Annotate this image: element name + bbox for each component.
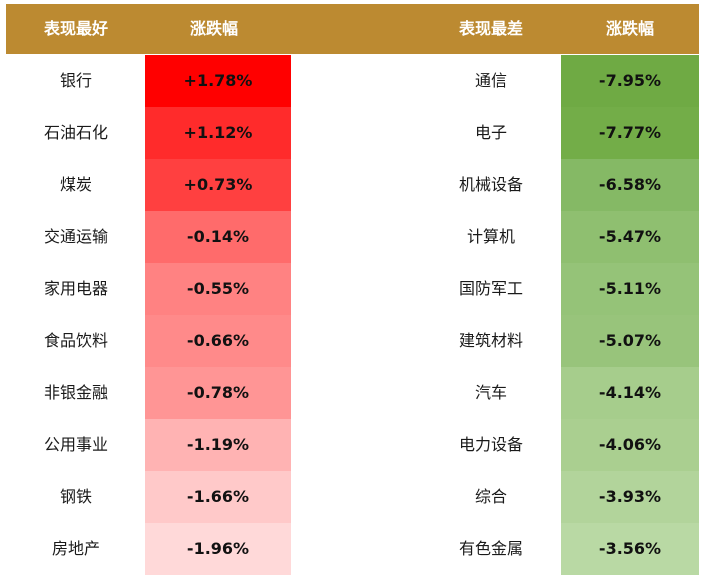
table-row: 交通运输 -0.14% 计算机 -5.47% <box>6 211 699 263</box>
best-sector-change: +1.78% <box>145 55 291 107</box>
best-sector-name: 食品饮料 <box>43 331 108 350</box>
table-header: 表现最好 涨跌幅 表现最差 涨跌幅 <box>6 4 699 54</box>
best-sector-name: 公用事业 <box>43 435 108 454</box>
worst-sector-change: -4.06% <box>561 419 699 471</box>
table-row: 公用事业 -1.19% 电力设备 -4.06% <box>6 419 699 471</box>
table-row: 家用电器 -0.55% 国防军工 -5.11% <box>6 263 699 315</box>
best-sector-change: -0.78% <box>145 367 291 419</box>
best-sector-change: +0.73% <box>145 159 291 211</box>
header-best: 表现最好 <box>43 19 108 38</box>
header-best-change: 涨跌幅 <box>189 19 238 38</box>
best-sector-name: 钢铁 <box>59 487 92 506</box>
best-sector-name: 非银金融 <box>43 383 108 402</box>
worst-sector-name: 汽车 <box>474 383 507 402</box>
table-row: 银行 +1.78% 通信 -7.95% <box>6 55 699 107</box>
worst-sector-name: 通信 <box>474 71 507 90</box>
worst-sector-name: 有色金属 <box>458 539 523 558</box>
worst-sector-name: 计算机 <box>466 227 515 246</box>
table-row: 石油石化 +1.12% 电子 -7.77% <box>6 107 699 159</box>
worst-sector-name: 综合 <box>474 487 507 506</box>
table-row: 非银金融 -0.78% 汽车 -4.14% <box>6 367 699 419</box>
best-sector-change: -0.14% <box>145 211 291 263</box>
worst-sector-name: 电子 <box>474 123 507 142</box>
worst-sector-change: -5.11% <box>561 263 699 315</box>
best-sector-name: 房地产 <box>51 539 100 558</box>
best-sector-change: -0.66% <box>145 315 291 367</box>
worst-sector-change: -7.95% <box>561 55 699 107</box>
best-sector-name: 煤炭 <box>59 175 92 194</box>
table-row: 煤炭 +0.73% 机械设备 -6.58% <box>6 159 699 211</box>
worst-sector-change: -5.47% <box>561 211 699 263</box>
best-sector-name: 家用电器 <box>43 279 108 298</box>
worst-sector-change: -4.14% <box>561 367 699 419</box>
best-sector-change: -0.55% <box>145 263 291 315</box>
worst-sector-change: -3.56% <box>561 523 699 575</box>
best-sector-name: 交通运输 <box>43 227 108 246</box>
header-worst-change: 涨跌幅 <box>605 19 654 38</box>
best-sector-name: 银行 <box>59 71 92 90</box>
sector-performance-table: 表现最好 涨跌幅 表现最差 涨跌幅 银行 +1.78% 通信 -7.95% 石油石化 +1… <box>6 0 699 577</box>
best-sector-change: -1.19% <box>145 419 291 471</box>
worst-sector-name: 机械设备 <box>458 175 523 194</box>
table-row: 钢铁 -1.66% 综合 -3.93% <box>6 471 699 523</box>
table-row: 食品饮料 -0.66% 建筑材料 -5.07% <box>6 315 699 367</box>
worst-sector-change: -6.58% <box>561 159 699 211</box>
best-sector-change: -1.96% <box>145 523 291 575</box>
worst-sector-name: 国防军工 <box>458 279 523 298</box>
best-sector-change: +1.12% <box>145 107 291 159</box>
table-row: 房地产 -1.96% 有色金属 -3.56% <box>6 523 699 575</box>
best-sector-name: 石油石化 <box>43 123 108 142</box>
best-sector-change: -1.66% <box>145 471 291 523</box>
worst-sector-name: 电力设备 <box>458 435 523 454</box>
worst-sector-change: -7.77% <box>561 107 699 159</box>
worst-sector-change: -3.93% <box>561 471 699 523</box>
header-worst: 表现最差 <box>458 19 523 38</box>
worst-sector-name: 建筑材料 <box>458 331 523 350</box>
worst-sector-change: -5.07% <box>561 315 699 367</box>
